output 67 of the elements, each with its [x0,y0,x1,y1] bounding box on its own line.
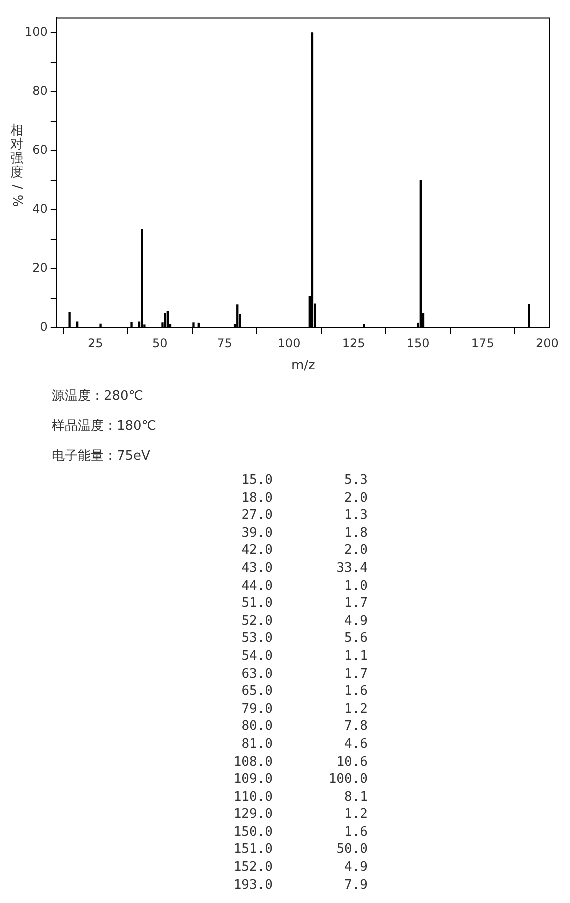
text: 33.4 [336,560,368,578]
text: 样品温度：180℃ [52,418,158,436]
y-tick-label: 100 [25,25,48,40]
text: 44.0 [240,578,273,596]
text: 53.0 [240,630,273,648]
x-tick-label: 150 [406,336,430,350]
x-tick-label: 50 [152,336,168,350]
text: 39.0 [240,524,273,542]
text: 152.0 [232,859,273,877]
x-tick-label: 100 [278,336,301,350]
text: 65.0 [240,683,273,701]
text: 43.0 [240,560,273,578]
text: 18.0 [240,490,273,508]
text: 1.2 [344,806,368,824]
text: 4.9 [344,612,368,630]
y-tick-label: 60 [32,143,48,158]
text: 109.0 [232,771,273,789]
text: 1.7 [344,595,368,613]
text: 193.0 [232,876,273,894]
text: 1.0 [344,578,368,596]
text: 1.1 [344,648,368,666]
x-tick-label: 200 [536,336,559,350]
text: 81.0 [240,736,273,754]
text: 2.0 [344,542,368,560]
text: 1.6 [344,683,368,701]
text: 7.9 [344,876,368,894]
text: 108.0 [232,754,273,772]
text: 1.2 [344,700,368,718]
text: 8.1 [344,788,368,806]
x-tick-label: 75 [217,336,232,350]
text: 110.0 [232,788,273,806]
x-tick-label: 125 [342,336,366,350]
text: 54.0 [240,648,273,666]
text: 7.8 [344,718,368,736]
text: 4.9 [344,859,368,877]
x-tick-label: 25 [88,336,104,350]
text: 源温度：280℃ [52,388,144,406]
y-tick-label: 0 [40,320,48,334]
text: 1.8 [344,524,368,542]
text: 15.0 [240,472,273,490]
text: 52.0 [240,612,273,630]
text: 4.6 [344,736,368,754]
text: 1.3 [344,507,368,525]
text: 100.0 [328,771,368,789]
text: 50.0 [336,841,368,860]
text: 151.0 [232,841,273,860]
y-axis-title: 相对强度/% [10,123,25,208]
text: 79.0 [240,700,273,718]
text: 5.6 [344,630,368,648]
y-tick-label: 80 [32,84,48,98]
text: 2.0 [344,490,368,508]
text: 10.6 [336,754,368,772]
text: 电子能量：75eV [52,448,152,466]
text: 63.0 [240,666,273,684]
x-tick-label: 175 [471,336,494,350]
text: 1.6 [344,824,368,842]
text: 80.0 [240,718,273,736]
text: 42.0 [240,542,273,560]
x-axis-title: m/z [292,358,316,374]
text: 1.7 [344,666,368,684]
text: 129.0 [232,806,273,824]
text: 27.0 [240,507,273,525]
y-tick-label: 20 [32,261,48,276]
text: 51.0 [240,595,273,613]
text: 5.3 [344,472,368,490]
text: 150.0 [232,824,273,842]
y-tick-label: 40 [32,202,48,216]
